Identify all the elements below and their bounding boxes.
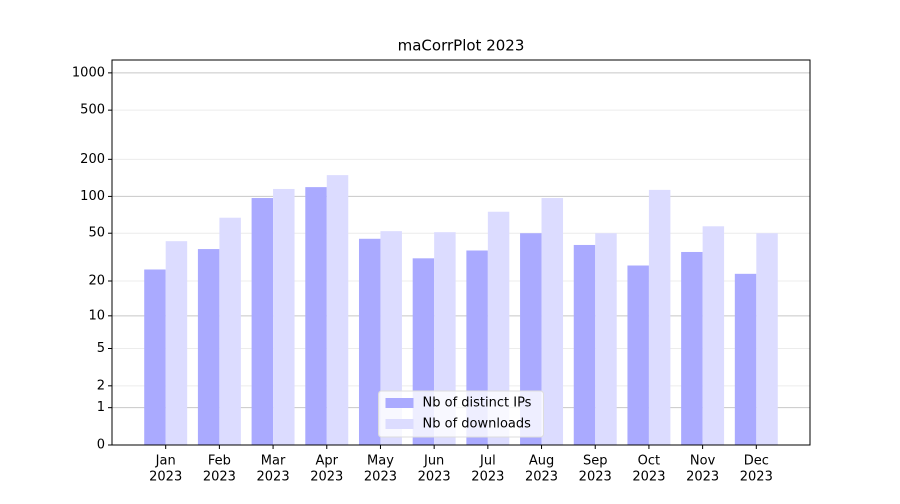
y-tick-label: 1000 [72, 65, 105, 80]
x-tick-label: Jun [423, 454, 444, 469]
bar [326, 175, 349, 445]
x-tick-label: May [367, 454, 394, 469]
x-tick-label: Mar [261, 454, 286, 469]
bar [144, 269, 166, 445]
bar [702, 226, 725, 445]
x-tick-label: 2023 [257, 470, 290, 485]
y-tick-label: 1 [97, 400, 105, 415]
bar [627, 265, 649, 445]
bar [734, 273, 757, 445]
bar [273, 188, 295, 445]
x-tick-label: 2023 [364, 470, 397, 485]
legend-box [378, 390, 544, 438]
x-tick-label: Oct [638, 454, 660, 469]
y-tick-label: 10 [88, 308, 105, 323]
x-tick-label: Feb [208, 454, 231, 469]
legend: Nb of distinct IPs Nb of downloads [378, 390, 544, 438]
y-tick-label: 50 [88, 226, 105, 241]
plot-frame [111, 59, 811, 446]
bar [305, 187, 327, 445]
x-tick-label: 2023 [149, 470, 182, 485]
x-tick-label: 2023 [203, 470, 236, 485]
x-tick-label: 2023 [686, 470, 719, 485]
legend-label: Nb of downloads [423, 417, 532, 432]
x-tick-label: 2023 [632, 470, 665, 485]
x-tick-label: 2023 [418, 470, 451, 485]
y-tick-label: 100 [80, 189, 105, 204]
legend-swatch [385, 398, 414, 408]
y-tick-label: 5 [97, 341, 105, 356]
bar [541, 198, 564, 445]
y-tick-label: 200 [80, 152, 105, 167]
bar [595, 233, 617, 445]
x-tick-label: Jul [479, 454, 496, 469]
y-tick-label: 2 [97, 378, 105, 393]
bar [197, 249, 220, 445]
y-tick-label: 500 [80, 103, 105, 118]
bar [573, 244, 596, 445]
bar [165, 241, 188, 445]
x-tick-label: Dec [744, 454, 769, 469]
bar [358, 238, 381, 445]
y-tick-label: 20 [88, 274, 105, 289]
x-tick-label: 2023 [525, 470, 558, 485]
bar [251, 198, 274, 445]
bar [756, 233, 778, 445]
bar [219, 217, 241, 445]
y-tick-label: 0 [97, 438, 105, 453]
chart-title: maCorrPlot 2023 [398, 37, 525, 55]
x-tick-label: 2023 [471, 470, 504, 485]
x-tick-label: 2023 [740, 470, 773, 485]
x-tick-label: Apr [316, 454, 339, 469]
legend-swatch [385, 419, 414, 429]
bar [487, 211, 510, 445]
x-tick-label: Nov [690, 454, 716, 469]
x-tick-label: Aug [529, 454, 554, 469]
bar [648, 189, 671, 445]
bar [681, 251, 703, 445]
x-tick-label: 2023 [579, 470, 612, 485]
x-tick-label: 2023 [310, 470, 343, 485]
x-tick-label: Sep [583, 454, 608, 469]
x-tick-label: Jan [155, 454, 176, 469]
legend-label: Nb of distinct IPs [423, 396, 532, 411]
